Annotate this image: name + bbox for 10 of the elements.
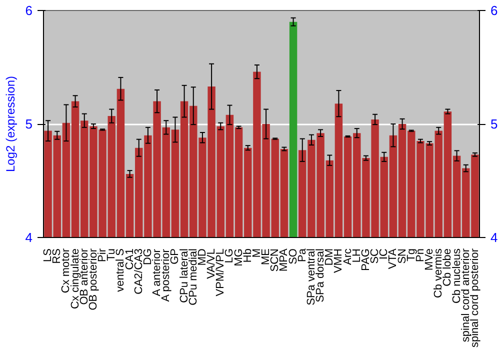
y-tick-label: 4: [25, 230, 33, 245]
y2-tick-label: 5: [490, 116, 498, 132]
y2-tick-label: 4: [490, 230, 498, 245]
x-tick-label: RS: [51, 248, 64, 264]
y-tick-label: 6: [25, 3, 33, 18]
y-tick-label: 5: [25, 116, 33, 132]
x-tick-label: CPu medial: [187, 248, 200, 306]
x-tick-label: DG: [142, 248, 154, 265]
y-axis-title: Log2 (expression): [3, 76, 18, 172]
y2-tick-label: 6: [490, 3, 498, 18]
